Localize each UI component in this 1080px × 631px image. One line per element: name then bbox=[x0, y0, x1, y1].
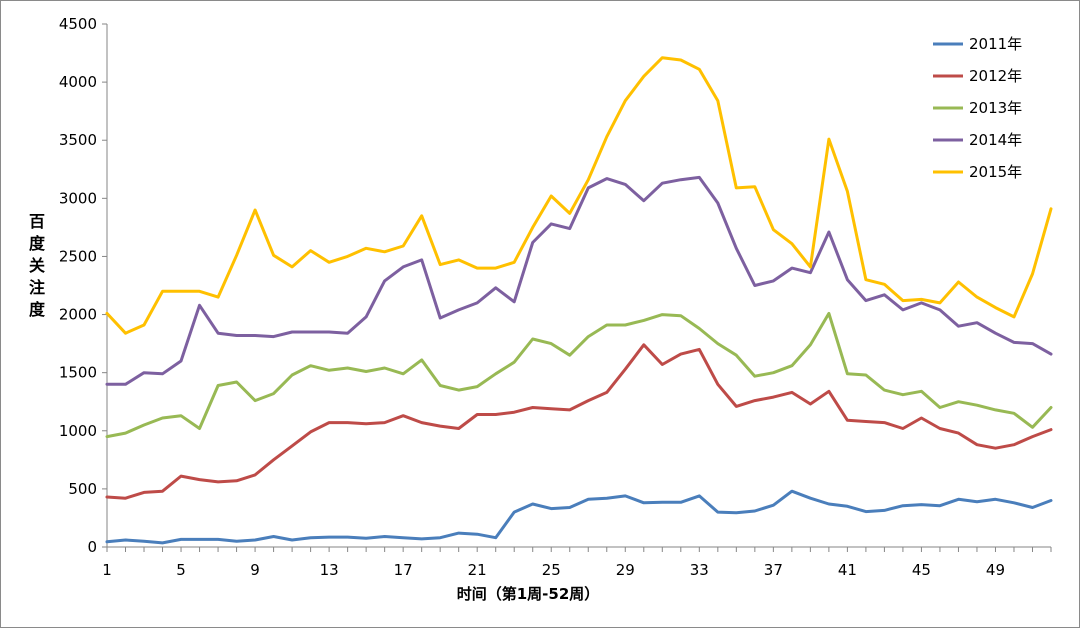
series-line-4 bbox=[105, 175, 1053, 386]
y-axis-label-char: 度 bbox=[29, 234, 46, 253]
legend: 2011年 2012年 2013年 2014年 2015年 bbox=[933, 35, 1022, 181]
legend-label-3: 2013年 bbox=[969, 99, 1022, 117]
series-line-5 bbox=[105, 56, 1053, 335]
y-tick-label: 3500 bbox=[59, 131, 97, 149]
series-line-2 bbox=[105, 343, 1053, 500]
y-tick-label: 500 bbox=[68, 480, 97, 498]
x-tick-label: 33 bbox=[690, 561, 709, 579]
y-tick-label: 1500 bbox=[59, 364, 97, 382]
y-axis-label-char: 注 bbox=[29, 278, 45, 297]
y-axis-label-char: 关 bbox=[29, 256, 45, 275]
series-line-1 bbox=[105, 489, 1053, 545]
series-line-3 bbox=[105, 311, 1053, 439]
x-tick-label: 45 bbox=[912, 561, 931, 579]
x-tick-label: 5 bbox=[176, 561, 186, 579]
x-tick-label: 17 bbox=[394, 561, 413, 579]
y-tick-label: 0 bbox=[87, 538, 97, 556]
y-tick-label: 1000 bbox=[59, 422, 97, 440]
x-tick-label: 13 bbox=[320, 561, 339, 579]
legend-label-4: 2014年 bbox=[969, 131, 1022, 149]
x-tick-label: 1 bbox=[102, 561, 112, 579]
y-tick-label: 3000 bbox=[59, 189, 97, 207]
x-axis-label: 时间（第1周-52周） bbox=[457, 585, 600, 603]
legend-label-5: 2015年 bbox=[969, 163, 1022, 181]
x-tick-label: 29 bbox=[616, 561, 635, 579]
series-lines bbox=[105, 56, 1053, 545]
x-tick-label: 25 bbox=[542, 561, 561, 579]
x-tick-label: 49 bbox=[986, 561, 1005, 579]
y-tick-label: 4500 bbox=[59, 15, 97, 33]
legend-label-1: 2011年 bbox=[969, 35, 1022, 53]
x-tick-label: 41 bbox=[838, 561, 857, 579]
y-tick-label: 2000 bbox=[59, 306, 97, 324]
x-tick-label: 9 bbox=[250, 561, 260, 579]
x-tick-label: 37 bbox=[764, 561, 783, 579]
x-tick-labels: 1 5 9 13 17 21 25 29 33 37 41 45 49 bbox=[102, 561, 1005, 579]
legend-label-2: 2012年 bbox=[969, 67, 1022, 85]
y-tick-label: 4000 bbox=[59, 73, 97, 91]
y-tick-label: 2500 bbox=[59, 247, 97, 265]
axes bbox=[102, 23, 1052, 552]
y-tick-labels: 0 500 1000 1500 2000 2500 3000 3500 4000 4500 bbox=[59, 15, 97, 556]
y-axis-label-char: 度 bbox=[29, 300, 46, 319]
x-tick-label: 21 bbox=[468, 561, 487, 579]
y-axis-label-char: 百 bbox=[29, 212, 45, 231]
